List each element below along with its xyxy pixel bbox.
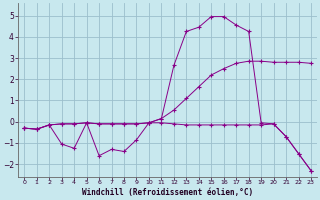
X-axis label: Windchill (Refroidissement éolien,°C): Windchill (Refroidissement éolien,°C) [82, 188, 253, 197]
